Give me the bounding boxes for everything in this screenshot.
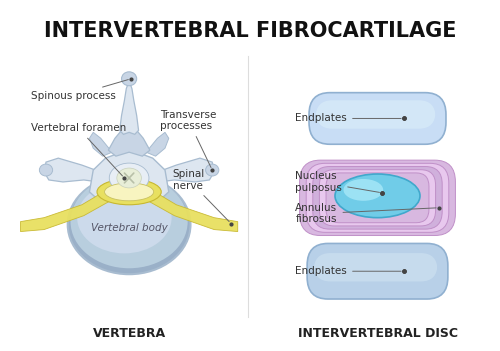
Polygon shape xyxy=(96,170,122,198)
Ellipse shape xyxy=(77,182,172,253)
Text: Vertebral body: Vertebral body xyxy=(90,223,168,233)
FancyBboxPatch shape xyxy=(316,100,436,129)
FancyBboxPatch shape xyxy=(300,160,456,236)
Ellipse shape xyxy=(68,175,190,274)
Ellipse shape xyxy=(206,164,219,176)
Text: INTERVERTEBRAL DISC: INTERVERTEBRAL DISC xyxy=(298,327,458,340)
Polygon shape xyxy=(136,170,162,198)
Polygon shape xyxy=(158,158,214,182)
Ellipse shape xyxy=(97,179,161,205)
FancyBboxPatch shape xyxy=(306,163,449,232)
FancyBboxPatch shape xyxy=(320,170,436,226)
Text: Spinal
nerve: Spinal nerve xyxy=(172,169,229,221)
Text: Endplates: Endplates xyxy=(296,266,401,276)
Text: VERTEBRA: VERTEBRA xyxy=(92,327,166,340)
FancyBboxPatch shape xyxy=(309,93,446,144)
Ellipse shape xyxy=(110,163,149,193)
Text: Annulus
fibrosus: Annulus fibrosus xyxy=(296,203,436,225)
Polygon shape xyxy=(90,132,112,156)
Polygon shape xyxy=(90,150,169,198)
Text: Nucleus
pulposus: Nucleus pulposus xyxy=(296,171,380,193)
FancyBboxPatch shape xyxy=(326,173,429,223)
Ellipse shape xyxy=(70,175,188,268)
FancyBboxPatch shape xyxy=(313,166,442,229)
Text: INTERVERTEBRAL FIBROCARTILAGE: INTERVERTEBRAL FIBROCARTILAGE xyxy=(44,21,456,41)
Polygon shape xyxy=(108,128,150,156)
Ellipse shape xyxy=(104,183,154,201)
Polygon shape xyxy=(146,132,169,156)
Polygon shape xyxy=(120,81,139,134)
Ellipse shape xyxy=(40,164,52,176)
Text: Endplates: Endplates xyxy=(296,113,401,124)
FancyBboxPatch shape xyxy=(307,244,448,299)
Text: Vertebral foramen: Vertebral foramen xyxy=(31,123,126,176)
FancyBboxPatch shape xyxy=(314,253,438,282)
Ellipse shape xyxy=(335,174,420,218)
Ellipse shape xyxy=(117,168,141,188)
Ellipse shape xyxy=(344,179,383,201)
Text: Spinous process: Spinous process xyxy=(31,80,128,101)
Ellipse shape xyxy=(122,72,136,86)
Polygon shape xyxy=(20,188,112,232)
Text: Transverse
processes: Transverse processes xyxy=(160,110,216,167)
Polygon shape xyxy=(44,158,101,182)
Polygon shape xyxy=(146,188,238,232)
